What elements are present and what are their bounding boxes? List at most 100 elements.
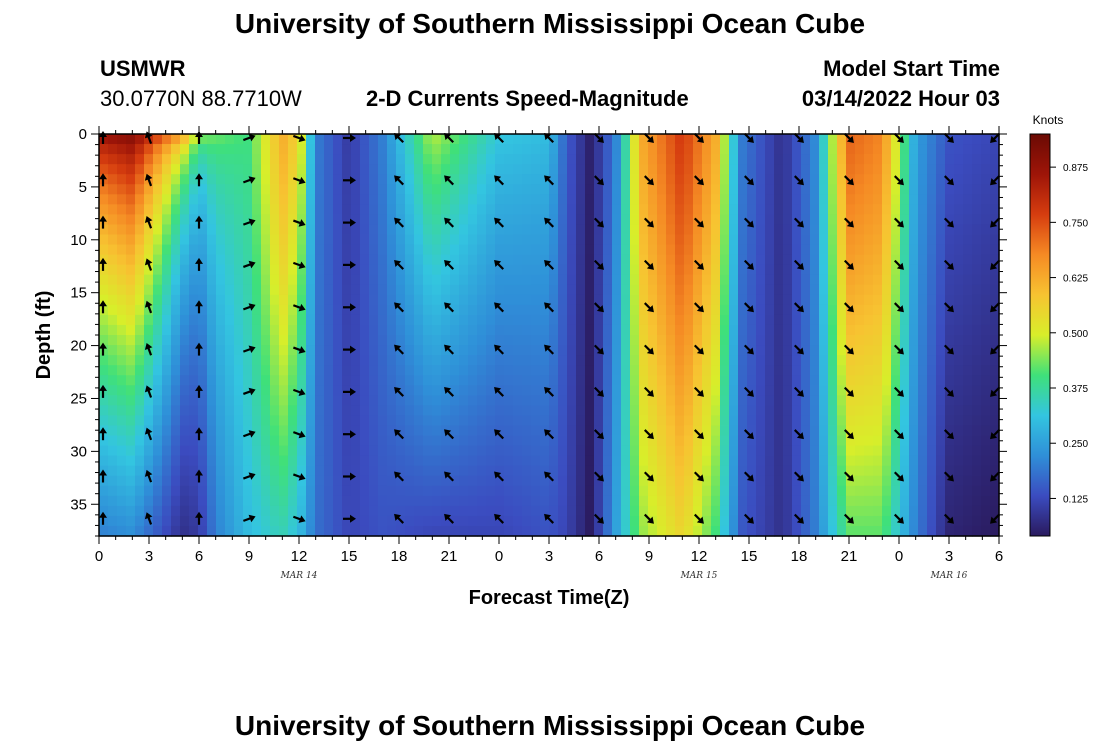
heatmap-cell	[963, 264, 973, 276]
current-arrow	[343, 430, 356, 439]
heatmap-cell	[567, 214, 577, 226]
heatmap-cell	[630, 234, 640, 246]
heatmap-cell	[396, 355, 406, 366]
heatmap-cell	[711, 425, 721, 437]
heatmap-cell	[594, 224, 604, 236]
heatmap-cell	[234, 455, 244, 467]
heatmap-cell	[405, 465, 415, 477]
heatmap-cell	[144, 475, 154, 487]
heatmap-cell	[567, 395, 577, 406]
heatmap-cell	[351, 224, 361, 236]
heatmap-cell	[855, 164, 865, 175]
heatmap-cell	[675, 174, 685, 185]
heatmap-cell	[288, 445, 298, 457]
heatmap-cell	[549, 234, 559, 246]
heatmap-cell	[819, 284, 829, 296]
heatmap-cell	[171, 365, 181, 376]
heatmap-cell	[288, 294, 298, 306]
heatmap-cell	[900, 294, 910, 306]
heatmap-cell	[162, 365, 172, 376]
heatmap-cell	[792, 405, 802, 416]
heatmap-cell	[612, 274, 622, 286]
current-arrow	[99, 173, 107, 187]
heatmap-cell	[324, 475, 334, 487]
heatmap-cell	[909, 365, 919, 376]
heatmap-cell	[522, 515, 532, 527]
heatmap-cell	[297, 335, 307, 346]
heatmap-cell	[774, 395, 784, 406]
heatmap-cell	[333, 274, 343, 286]
heatmap-cell	[198, 164, 208, 175]
heatmap-cell	[459, 314, 469, 326]
heatmap-cell	[630, 324, 640, 336]
heatmap-cell	[378, 154, 388, 165]
heatmap-cell	[405, 234, 415, 246]
heatmap-cell	[945, 525, 955, 537]
heatmap-cell	[657, 174, 667, 185]
heatmap-cell	[243, 194, 253, 205]
heatmap-cell	[252, 234, 262, 246]
heatmap-cell	[333, 335, 343, 346]
heatmap-cell	[225, 254, 235, 266]
heatmap-cell	[675, 264, 685, 276]
heatmap-cell	[855, 405, 865, 416]
heatmap-cell	[261, 495, 271, 507]
heatmap-cell	[270, 505, 280, 517]
heatmap-cell	[612, 134, 622, 145]
heatmap-cell	[774, 515, 784, 527]
heatmap-cell	[612, 345, 622, 356]
heatmap-cell	[207, 184, 217, 195]
heatmap-cell	[720, 254, 730, 266]
heatmap-cell	[342, 134, 352, 145]
heatmap-cell	[342, 465, 352, 477]
heatmap-cell	[261, 244, 271, 256]
heatmap-cell	[873, 324, 883, 336]
heatmap-cell	[297, 525, 307, 537]
heatmap-cell	[702, 425, 712, 437]
heatmap-cell	[990, 184, 1000, 195]
heatmap-cell	[477, 184, 487, 195]
heatmap-cell	[369, 475, 379, 487]
heatmap-cell	[162, 405, 172, 416]
heatmap-cell	[504, 264, 514, 276]
heatmap-cell	[855, 154, 865, 165]
heatmap-cell	[864, 274, 874, 286]
heatmap-cell	[333, 144, 343, 155]
heatmap-cell	[864, 244, 874, 256]
heatmap-cell	[126, 174, 136, 185]
heatmap-cell	[837, 435, 847, 447]
heatmap-cell	[927, 194, 937, 205]
heatmap-cell	[198, 214, 208, 226]
heatmap-cell	[288, 244, 298, 256]
heatmap-cell	[819, 345, 829, 356]
heatmap-cell	[216, 224, 226, 236]
heatmap-cell	[261, 304, 271, 316]
heatmap-cell	[261, 505, 271, 517]
heatmap-cell	[135, 375, 145, 386]
heatmap-cell	[459, 184, 469, 195]
heatmap-cell	[657, 525, 667, 537]
heatmap-cell	[918, 345, 928, 356]
heatmap-cell	[720, 164, 730, 175]
heatmap-cell	[693, 324, 703, 336]
heatmap-cell	[441, 184, 451, 195]
heatmap-cell	[558, 264, 568, 276]
heatmap-cell	[558, 445, 568, 457]
heatmap-cell	[639, 495, 649, 507]
heatmap-cell	[576, 214, 586, 226]
heatmap-cell	[324, 365, 334, 376]
heatmap-cell	[306, 475, 316, 487]
heatmap-cell	[810, 345, 820, 356]
heatmap-cell	[900, 475, 910, 487]
heatmap-cell	[162, 274, 172, 286]
heatmap-cell	[612, 234, 622, 246]
heatmap-cell	[522, 475, 532, 487]
heatmap-cell	[864, 184, 874, 195]
heatmap-cell	[252, 154, 262, 165]
heatmap-cell	[693, 214, 703, 226]
heatmap-cell	[837, 194, 847, 205]
heatmap-cell	[126, 335, 136, 346]
heatmap-cell	[306, 355, 316, 366]
heatmap-cell	[576, 385, 586, 396]
heatmap-cell	[477, 365, 487, 376]
